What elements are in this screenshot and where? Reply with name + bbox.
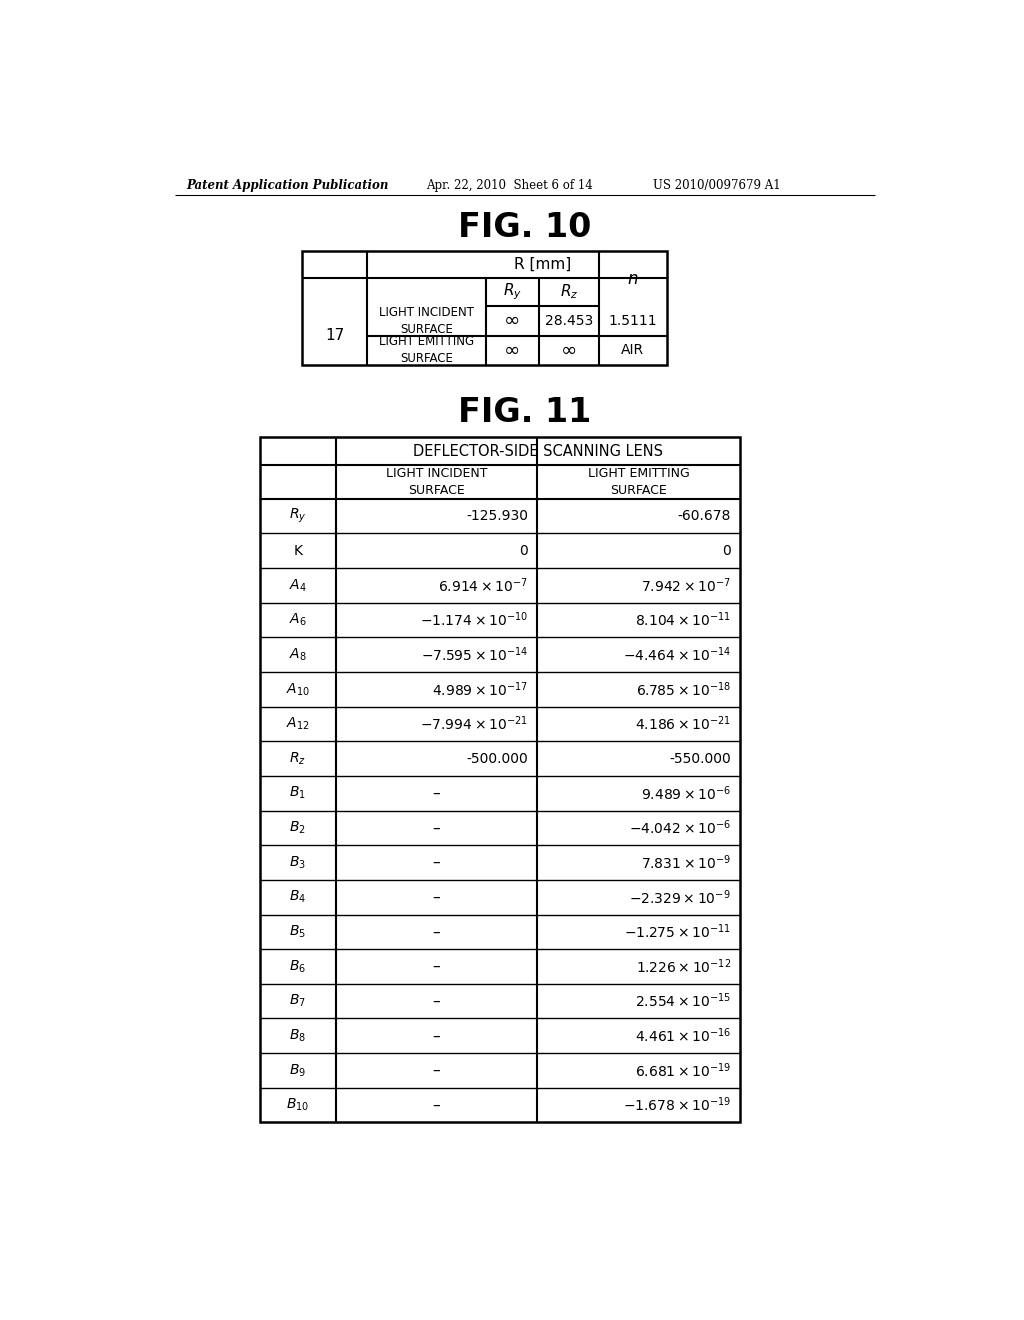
Text: –: –: [432, 924, 440, 940]
Text: $7.942 \times 10^{-7}$: $7.942 \times 10^{-7}$: [641, 576, 731, 595]
Text: FIG. 10: FIG. 10: [458, 211, 592, 244]
Text: $B_7$: $B_7$: [289, 993, 306, 1010]
Text: $-7.595 \times 10^{-14}$: $-7.595 \times 10^{-14}$: [421, 645, 528, 664]
Text: US 2010/0097679 A1: US 2010/0097679 A1: [653, 178, 781, 191]
Text: 17: 17: [325, 327, 344, 343]
Text: ∞: ∞: [561, 341, 578, 359]
Bar: [260, 437, 740, 1122]
Text: $A_6$: $A_6$: [289, 611, 306, 628]
Text: $-4.042 \times 10^{-6}$: $-4.042 \times 10^{-6}$: [629, 818, 731, 837]
Text: -125.930: -125.930: [466, 510, 528, 523]
Text: $B_1$: $B_1$: [290, 785, 306, 801]
Text: 1.5111: 1.5111: [608, 314, 657, 327]
Text: $B_6$: $B_6$: [289, 958, 306, 974]
Text: $B_2$: $B_2$: [290, 820, 306, 836]
Text: n: n: [628, 269, 638, 288]
Text: -60.678: -60.678: [678, 510, 731, 523]
Text: $R_z$: $R_z$: [560, 282, 579, 301]
Text: $R_z$: $R_z$: [289, 750, 306, 767]
Text: $R_y$: $R_y$: [503, 281, 522, 302]
Text: FIG. 11: FIG. 11: [458, 396, 592, 429]
Text: –: –: [432, 960, 440, 974]
Text: $A_8$: $A_8$: [289, 647, 306, 663]
Text: $B_5$: $B_5$: [289, 924, 306, 940]
Text: 0: 0: [722, 544, 731, 558]
Text: -550.000: -550.000: [670, 751, 731, 766]
Text: –: –: [432, 1063, 440, 1078]
Text: –: –: [432, 994, 440, 1008]
Text: $4.461 \times 10^{-16}$: $4.461 \times 10^{-16}$: [635, 1027, 731, 1045]
Text: K: K: [293, 544, 302, 558]
Text: $A_4$: $A_4$: [289, 577, 306, 594]
Text: ∞: ∞: [504, 341, 520, 359]
Text: $R_y$: $R_y$: [289, 507, 306, 525]
Bar: [302, 251, 667, 364]
Text: –: –: [432, 821, 440, 836]
Text: 0: 0: [519, 544, 528, 558]
Text: $-4.464 \times 10^{-14}$: $-4.464 \times 10^{-14}$: [623, 645, 731, 664]
Text: DEFLECTOR-SIDE SCANNING LENS: DEFLECTOR-SIDE SCANNING LENS: [413, 444, 663, 458]
Text: –: –: [432, 1098, 440, 1113]
Text: R [mm]: R [mm]: [514, 257, 571, 272]
Text: $4.186 \times 10^{-21}$: $4.186 \times 10^{-21}$: [635, 714, 731, 734]
Text: $-2.329 \times 10^{-9}$: $-2.329 \times 10^{-9}$: [630, 888, 731, 907]
Text: Patent Application Publication: Patent Application Publication: [186, 178, 388, 191]
Text: $B_4$: $B_4$: [289, 888, 306, 906]
Text: $6.914 \times 10^{-7}$: $6.914 \times 10^{-7}$: [438, 576, 528, 595]
Text: $8.104 \times 10^{-11}$: $8.104 \times 10^{-11}$: [635, 611, 731, 630]
Text: $6.785 \times 10^{-18}$: $6.785 \times 10^{-18}$: [636, 680, 731, 698]
Text: –: –: [432, 855, 440, 870]
Text: -500.000: -500.000: [466, 751, 528, 766]
Text: $-1.174 \times 10^{-10}$: $-1.174 \times 10^{-10}$: [420, 611, 528, 630]
Text: $B_3$: $B_3$: [289, 854, 306, 871]
Text: $-1.275 \times 10^{-11}$: $-1.275 \times 10^{-11}$: [624, 923, 731, 941]
Text: $A_{10}$: $A_{10}$: [286, 681, 309, 697]
Text: $9.489 \times 10^{-6}$: $9.489 \times 10^{-6}$: [641, 784, 731, 803]
Text: $6.681 \times 10^{-19}$: $6.681 \times 10^{-19}$: [635, 1061, 731, 1080]
Text: AIR: AIR: [622, 343, 644, 358]
Text: $1.226 \times 10^{-12}$: $1.226 \times 10^{-12}$: [636, 957, 731, 975]
Text: LIGHT EMITTING
SURFACE: LIGHT EMITTING SURFACE: [379, 335, 474, 366]
Text: –: –: [432, 785, 440, 801]
Text: LIGHT INCIDENT
SURFACE: LIGHT INCIDENT SURFACE: [379, 306, 474, 335]
Text: ∞: ∞: [504, 312, 520, 330]
Text: –: –: [432, 890, 440, 904]
Text: $B_{10}$: $B_{10}$: [286, 1097, 309, 1113]
Text: $B_9$: $B_9$: [289, 1063, 306, 1078]
Text: $-1.678 \times 10^{-19}$: $-1.678 \times 10^{-19}$: [623, 1096, 731, 1114]
Text: $7.831 \times 10^{-9}$: $7.831 \times 10^{-9}$: [641, 853, 731, 873]
Text: $A_{12}$: $A_{12}$: [286, 715, 309, 733]
Text: LIGHT EMITTING
SURFACE: LIGHT EMITTING SURFACE: [588, 467, 689, 496]
Text: 28.453: 28.453: [545, 314, 593, 327]
Text: $-7.994 \times 10^{-21}$: $-7.994 \times 10^{-21}$: [420, 714, 528, 734]
Text: $4.989 \times 10^{-17}$: $4.989 \times 10^{-17}$: [432, 680, 528, 698]
Text: Apr. 22, 2010  Sheet 6 of 14: Apr. 22, 2010 Sheet 6 of 14: [426, 178, 593, 191]
Text: –: –: [432, 1028, 440, 1043]
Text: $2.554 \times 10^{-15}$: $2.554 \times 10^{-15}$: [635, 991, 731, 1011]
Text: LIGHT INCIDENT
SURFACE: LIGHT INCIDENT SURFACE: [386, 467, 487, 496]
Text: $B_8$: $B_8$: [289, 1027, 306, 1044]
